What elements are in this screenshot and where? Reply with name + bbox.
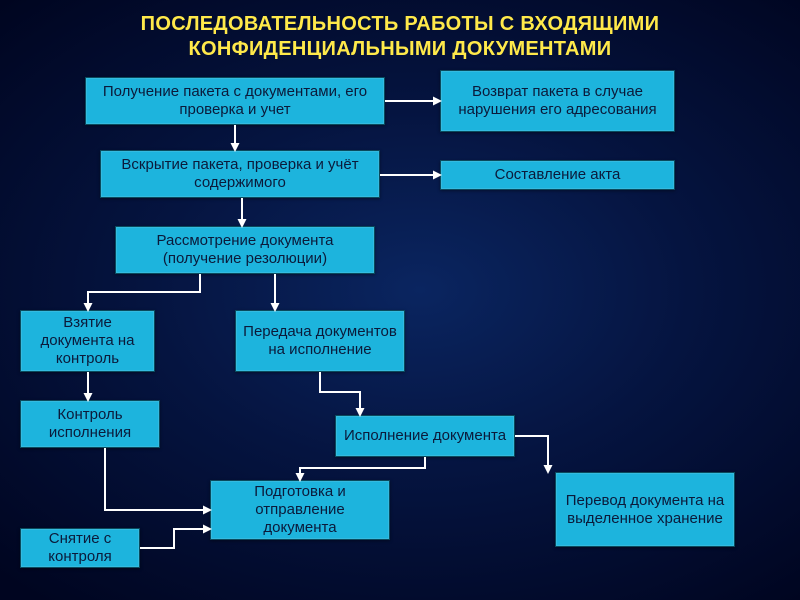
edge-n9-n10 xyxy=(300,457,425,480)
edge-n7-n9 xyxy=(320,372,360,415)
node-prepare-send: Подготовка и отправление документа xyxy=(210,480,390,540)
edge-n8-n10 xyxy=(105,448,210,510)
node-exec-document: Исполнение документа xyxy=(335,415,515,457)
node-receive-package: Получение пакета с документами, его пров… xyxy=(85,77,385,125)
node-transfer-exec: Передача документов на исполнение xyxy=(235,310,405,372)
title-line-2: КОНФИДЕНЦИАЛЬНЫМИ ДОКУМЕНТАМИ xyxy=(189,38,612,60)
node-transfer-storage: Перевод документа на выделенное хранение xyxy=(555,472,735,547)
node-compose-act: Составление акта xyxy=(440,160,675,190)
node-control-exec: Контроль исполнения xyxy=(20,400,160,448)
node-take-control: Взятие документа на контроль xyxy=(20,310,155,372)
edge-n5-n6 xyxy=(88,274,200,310)
node-remove-control: Снятие с контроля xyxy=(20,528,140,568)
title-line-1: ПОСЛЕДОВАТЕЛЬНОСТЬ РАБОТЫ С ВХОДЯЩИМИ xyxy=(141,13,660,35)
edge-n11-n10 xyxy=(140,529,210,548)
node-review-document: Рассмотрение документа (получение резолю… xyxy=(115,226,375,274)
page-title: ПОСЛЕДОВАТЕЛЬНОСТЬ РАБОТЫ С ВХОДЯЩИМИ КО… xyxy=(0,12,800,62)
node-return-package: Возврат пакета в случае нарушения его ад… xyxy=(440,70,675,132)
node-open-package: Вскрытие пакета, проверка и учёт содержи… xyxy=(100,150,380,198)
edge-n9-n12 xyxy=(515,436,548,472)
